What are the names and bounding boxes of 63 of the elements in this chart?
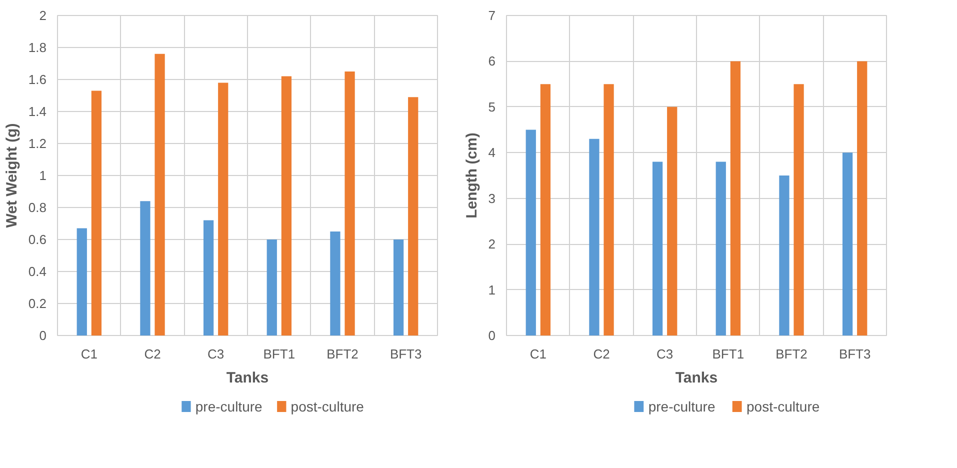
bar (393, 240, 404, 336)
x-tick-label: C3 (656, 346, 674, 362)
bar (540, 84, 551, 336)
x-tick-label: BFT3 (838, 346, 871, 362)
y-axis-title: Length (cm) (463, 132, 480, 218)
bar (842, 152, 853, 336)
bar (154, 54, 165, 336)
bar (779, 176, 790, 336)
x-tick-label: C1 (530, 346, 546, 362)
x-axis-title: Tanks (226, 370, 269, 386)
x-tick-label: C1 (80, 346, 98, 362)
bar (266, 240, 277, 336)
bar (604, 84, 614, 336)
bar (652, 162, 663, 336)
bar (281, 76, 292, 336)
bar (716, 162, 726, 336)
legend-label: post-culture (746, 398, 820, 414)
bar (330, 232, 340, 336)
y-tick-label: 0 (39, 328, 47, 343)
y-tick-label: 1 (488, 282, 496, 298)
bar (91, 90, 102, 336)
x-tick-label: BFT1 (263, 346, 296, 362)
x-tick-label: C3 (208, 346, 224, 362)
y-tick-label: 0.8 (28, 200, 47, 215)
legend-label: post-culture (290, 398, 364, 414)
bar (203, 220, 214, 336)
y-tick-label: 6 (488, 54, 496, 69)
x-tick-label: BFT2 (776, 346, 808, 362)
x-tick-label: C2 (593, 346, 610, 362)
y-tick-label: 0.6 (28, 232, 47, 247)
x-axis-title: Tanks (675, 370, 718, 386)
y-tick-label: 0 (488, 328, 496, 343)
bar (667, 106, 678, 336)
y-tick-label: 1.8 (28, 40, 47, 55)
bar (730, 61, 741, 336)
x-tick-label: BFT3 (390, 346, 422, 362)
y-tick-label: 1.2 (28, 136, 47, 151)
x-tick-label: C2 (144, 346, 161, 362)
y-tick-label: 0.2 (28, 296, 47, 311)
y-tick-label: 1.4 (28, 104, 47, 119)
y-tick-label: 3 (488, 190, 496, 206)
y-tick-label: 7 (488, 8, 496, 23)
bar (794, 84, 804, 336)
legend-label: pre-culture (195, 398, 263, 414)
bar (408, 97, 418, 336)
bar (140, 201, 150, 336)
y-tick-label: 1 (39, 168, 47, 183)
y-tick-label: 4 (488, 145, 496, 160)
bar (218, 82, 228, 336)
bar (344, 72, 355, 336)
x-tick-label: BFT2 (326, 346, 358, 362)
bar (857, 61, 868, 336)
y-tick-label: 2 (488, 236, 496, 252)
bar (76, 228, 87, 336)
y-tick-label: 0.4 (28, 264, 47, 279)
y-axis-title: Wet Weight (g) (3, 123, 20, 228)
bar (589, 138, 600, 336)
y-tick-label: 1.6 (28, 72, 47, 87)
legend-label: pre-culture (648, 398, 716, 414)
y-tick-label: 2 (39, 8, 47, 23)
x-tick-label: BFT1 (712, 346, 744, 362)
bar (526, 130, 536, 336)
y-tick-label: 5 (488, 99, 496, 114)
